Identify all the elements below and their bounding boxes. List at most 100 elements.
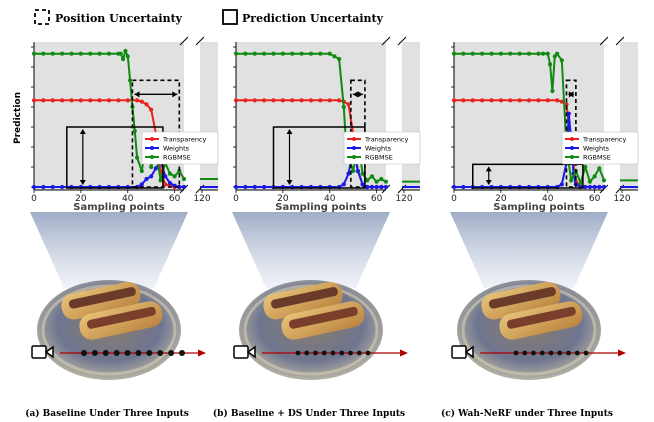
data-point-weights [167,180,173,186]
ray-arrowhead [400,349,408,357]
data-point-weights [341,182,346,187]
prediction-uncertainty-label: Prediction Uncertainty [242,12,384,25]
data-point-rgbmse [601,178,607,183]
ray-sample-point [135,350,142,356]
ray-sample-point [348,350,353,356]
data-point-rgbmse [545,51,550,56]
data-point-rgbmse [149,164,154,170]
data-point-transparency [555,98,560,103]
data-point-transparency [498,98,503,103]
data-point-transparency [346,102,351,107]
data-point-transparency [536,98,541,103]
legend-label-rgbmse: RGBMSE [583,154,611,162]
data-point-rgbmse [369,174,375,179]
x-tick-label: 120 [395,194,412,204]
x-tick-label: 20 [75,194,87,204]
data-point-rgbmse [592,174,597,179]
data-point-weights [601,184,607,190]
prediction-uncertainty-swatch [222,9,238,25]
camera-lens-icon [464,345,474,359]
ray-sample-point [91,350,98,356]
data-point-weights [153,166,158,171]
ray-arrowhead [618,349,626,357]
data-point-rgbmse [318,51,323,56]
ray-sample-point [102,350,109,356]
legend-marker-rgbmse [570,155,574,159]
data-point-weights [583,184,588,190]
data-point-weights [149,174,154,179]
legend-label-weights: Weights [365,145,392,153]
data-point-transparency [280,98,285,103]
data-point-rgbmse [233,51,239,56]
legend-box [343,131,421,165]
ray-sample-point [330,350,336,356]
camera-icon [233,345,249,359]
legend-label-transparency: Transparency [582,136,627,144]
ray-sample-point [566,350,571,356]
ray-sample-point [157,350,164,356]
arrowhead [172,91,178,98]
data-point-rgbmse [498,51,503,56]
data-point-transparency [60,98,65,103]
data-point-transparency [163,182,168,187]
data-point-transparency [78,98,83,103]
ray-sample-point [81,350,87,356]
arrowhead [485,180,492,185]
data-point-transparency [299,98,304,103]
axis-break-mark [615,36,625,46]
data-point-transparency [318,98,323,103]
data-point-weights [587,184,593,190]
data-point-rgbmse [308,51,314,56]
data-point-transparency [489,98,494,103]
legend-marker-rgbmse [150,155,154,159]
plot-extension-background [200,42,218,190]
data-point-rgbmse [60,51,65,56]
data-point-rgbmse [597,166,602,171]
data-point-rgbmse [536,51,541,56]
legend-marker-transparency [570,137,574,141]
data-point-rgbmse [559,58,564,63]
data-point-rgbmse [127,78,133,83]
data-point-transparency [69,98,74,103]
data-point-transparency [470,98,475,103]
data-point-transparency [106,98,112,103]
legend-marker-weights [150,146,154,150]
data-point-weights [252,184,257,190]
plot-background [34,42,184,190]
x-tick-label: 120 [193,194,210,204]
data-point-rgbmse [337,56,342,62]
position-uncertainty-swatch [34,9,50,25]
data-point-rgbmse [341,104,346,110]
x-tick-label: 0 [31,194,37,204]
ray-sample-point [531,350,536,356]
data-point-transparency [88,98,93,103]
axis-break-mark [195,36,205,46]
zoom-funnel [232,212,390,288]
legend-label-rgbmse: RGBMSE [365,154,393,162]
data-point-rgbmse [578,180,583,186]
x-tick-label: 0 [451,194,457,204]
position-uncertainty-box [350,79,366,188]
y-axis-label: Prediction [13,92,23,144]
top-legend: Position Uncertainty Prediction Uncertai… [34,9,384,25]
data-point-transparency [252,98,257,103]
subfigure-caption: (b) Baseline + DS Under Three Inputs [213,408,405,419]
data-point-transparency [337,98,342,103]
x-tick-label: 120 [613,194,630,204]
legend-box [561,131,639,165]
data-point-transparency [545,98,550,103]
ray-sample-point [539,350,545,356]
data-point-rgbmse [587,179,593,184]
legend-label-rgbmse: RGBMSE [163,154,191,162]
x-tick-label: 0 [233,194,239,204]
data-point-transparency [243,98,248,103]
data-point-transparency [290,98,295,103]
sausage [86,306,156,329]
data-point-weights [566,111,571,116]
data-point-transparency [517,98,522,103]
data-point-transparency [508,98,513,103]
arrowhead [134,91,140,98]
data-point-rgbmse [480,51,485,56]
camera-icon [451,345,467,359]
plot-background [454,42,604,190]
